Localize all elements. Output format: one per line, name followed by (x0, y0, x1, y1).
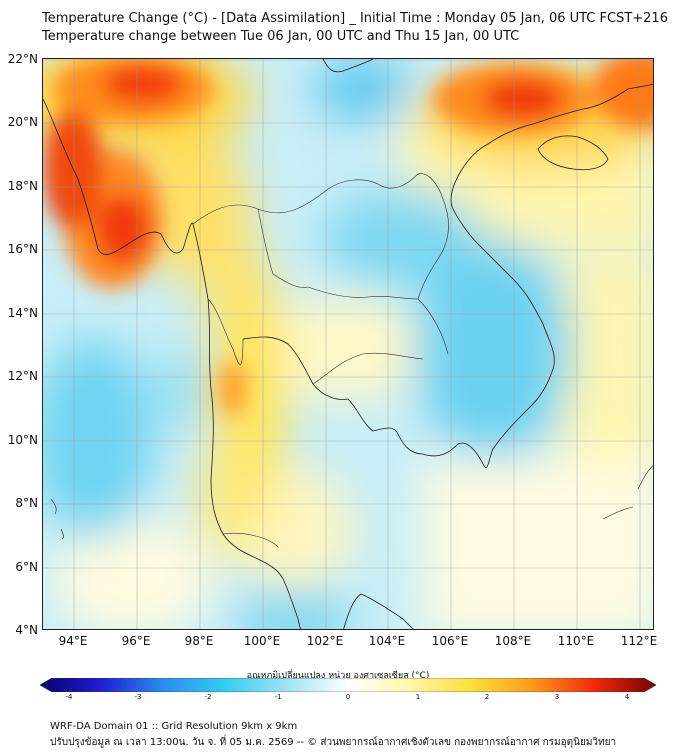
colorbar-tick: 0 (345, 693, 351, 701)
lon-tick: 108°E (494, 634, 532, 648)
colorbar-tick: 4 (624, 693, 630, 701)
islands (50, 465, 653, 540)
lat-tick: 4°N (15, 623, 38, 637)
footer-credit: ปรับปรุงข้อมูล ณ เวลา 13:00น. วัน จ. ที่… (50, 737, 617, 748)
lon-tick: 106°E (431, 634, 469, 648)
lat-tick: 6°N (15, 560, 38, 574)
map-subtitle: Temperature change between Tue 06 Jan, 0… (42, 29, 520, 44)
colorbar-bar (40, 678, 656, 692)
warm-anomalies (43, 59, 653, 417)
colorbar-tick: -3 (134, 693, 142, 701)
colorbar-label: อุณหภูมิเปลี่ยนแปลง หน่วย องศาเซลเซียส (… (246, 671, 430, 681)
lon-tick: 96°E (121, 634, 151, 648)
lat-tick: 22°N (7, 52, 38, 66)
lon-tick: 112°E (620, 634, 658, 648)
temperature-map[interactable] (42, 58, 654, 630)
lat-tick: 8°N (15, 496, 38, 510)
colorbar (40, 678, 656, 692)
footer-model-info: WRF-DA Domain 01 :: Grid Resolution 9km … (50, 721, 298, 732)
lat-tick: 20°N (7, 115, 38, 129)
lon-tick: 110°E (557, 634, 595, 648)
colorbar-tick: 2 (484, 693, 490, 701)
lat-tick: 18°N (7, 179, 38, 193)
country-borders (192, 173, 449, 548)
lon-tick: 98°E (184, 634, 214, 648)
lon-tick: 104°E (368, 634, 406, 648)
graticule (43, 59, 653, 629)
colorbar-tick: -1 (274, 693, 282, 701)
colorbar-tick: 1 (415, 693, 421, 701)
lat-tick: 14°N (7, 306, 38, 320)
colorbar-tick: -4 (65, 693, 73, 701)
lon-tick: 100°E (243, 634, 281, 648)
colorbar-tick: -2 (204, 693, 212, 701)
lat-tick: 12°N (7, 369, 38, 383)
colorbar-tick: 3 (554, 693, 560, 701)
coastlines (43, 59, 653, 629)
map-title: Temperature Change (°C) - [Data Assimila… (42, 11, 668, 26)
lat-tick: 10°N (7, 433, 38, 447)
lon-tick: 94°E (58, 634, 88, 648)
lon-tick: 102°E (306, 634, 344, 648)
lat-tick: 16°N (7, 242, 38, 256)
